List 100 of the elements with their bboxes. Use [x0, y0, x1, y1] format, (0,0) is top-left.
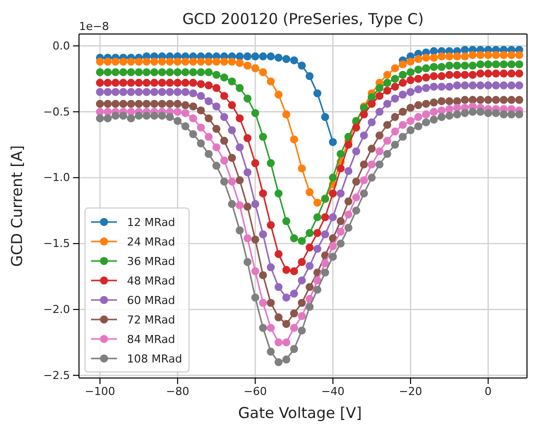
- point: [228, 200, 236, 208]
- point: [391, 113, 399, 122]
- point: [266, 159, 275, 168]
- point: [142, 78, 151, 87]
- point: [298, 164, 306, 172]
- point: [500, 110, 508, 118]
- point: [515, 51, 524, 60]
- point: [430, 72, 438, 80]
- point: [236, 226, 244, 234]
- point: [166, 88, 174, 96]
- point: [212, 102, 220, 110]
- point: [391, 64, 399, 72]
- point: [507, 51, 516, 60]
- point: [181, 101, 190, 110]
- point: [127, 58, 136, 66]
- point: [212, 70, 220, 79]
- point: [134, 100, 143, 108]
- point: [414, 85, 422, 94]
- point: [174, 68, 182, 76]
- x-tick-label: −20: [398, 384, 422, 398]
- point: [391, 82, 399, 91]
- point: [259, 52, 268, 60]
- point: [127, 108, 136, 116]
- point: [119, 112, 128, 120]
- point: [344, 210, 352, 219]
- point: [336, 228, 345, 236]
- point: [236, 176, 244, 184]
- point: [166, 78, 174, 87]
- point: [174, 108, 182, 116]
- point: [500, 96, 508, 104]
- point: [282, 294, 290, 302]
- point: [298, 62, 306, 70]
- point: [204, 68, 213, 76]
- point: [134, 58, 143, 66]
- point: [243, 94, 252, 103]
- point: [383, 150, 392, 158]
- point: [196, 106, 205, 114]
- point: [236, 114, 244, 122]
- point: [468, 81, 477, 90]
- point: [127, 114, 136, 122]
- point: [96, 108, 104, 116]
- point: [290, 345, 298, 353]
- point: [430, 62, 438, 71]
- point: [220, 74, 228, 82]
- legend-label: 24 MRad: [127, 236, 176, 248]
- point: [243, 258, 252, 266]
- point: [445, 112, 454, 120]
- point: [422, 54, 430, 62]
- point: [104, 58, 112, 66]
- point: [104, 100, 112, 108]
- point: [298, 298, 306, 307]
- point: [383, 70, 392, 79]
- point: [196, 80, 205, 88]
- point: [360, 132, 368, 140]
- point: [290, 234, 298, 242]
- point: [313, 244, 322, 253]
- point: [204, 150, 213, 158]
- point: [492, 81, 500, 90]
- point: [150, 78, 158, 87]
- point: [306, 72, 314, 80]
- point: [134, 112, 143, 120]
- legend-label: 72 MRad: [127, 314, 176, 326]
- point: [368, 100, 376, 108]
- point: [266, 52, 275, 60]
- point: [468, 62, 477, 70]
- point: [290, 290, 298, 298]
- point: [251, 109, 260, 118]
- point: [398, 120, 407, 129]
- point: [438, 72, 446, 80]
- point: [484, 60, 492, 68]
- point: [391, 74, 399, 83]
- point: [150, 58, 158, 66]
- point: [383, 100, 392, 108]
- point: [243, 202, 252, 211]
- point: [500, 70, 508, 78]
- point: [306, 229, 314, 237]
- point: [174, 88, 182, 96]
- chart-title: GCD 200120 (PreSeries, Type C): [182, 10, 424, 28]
- point: [507, 70, 516, 78]
- point: [438, 52, 446, 60]
- point: [515, 96, 524, 104]
- point: [453, 104, 462, 112]
- point: [204, 97, 213, 106]
- point: [251, 267, 260, 276]
- point: [507, 110, 516, 118]
- point: [375, 84, 384, 92]
- point: [189, 114, 198, 122]
- point: [204, 58, 213, 66]
- x-axis-title: Gate Voltage [V]: [238, 404, 362, 422]
- point: [430, 116, 438, 124]
- point: [398, 60, 407, 68]
- point: [158, 58, 166, 66]
- point: [352, 124, 360, 132]
- point: [298, 276, 306, 284]
- point: [368, 174, 376, 182]
- point: [468, 70, 477, 79]
- point: [344, 140, 352, 149]
- point: [298, 258, 306, 266]
- point: [460, 52, 469, 60]
- point: [360, 160, 368, 168]
